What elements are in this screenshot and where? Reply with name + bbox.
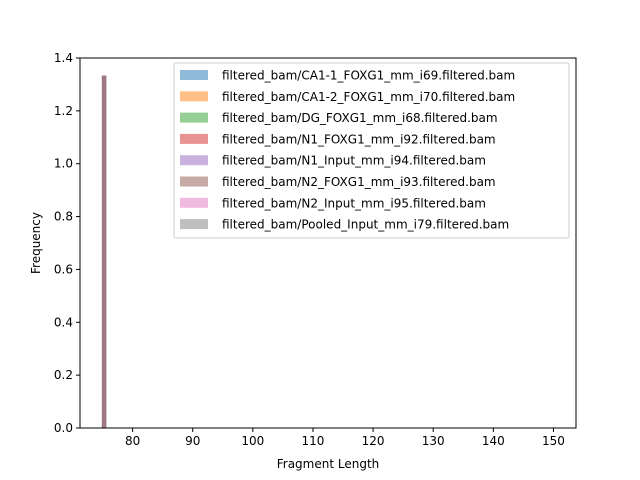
x-tick-label: 110: [302, 434, 325, 448]
y-tick-label: 0.2: [54, 368, 73, 382]
y-tick-label: 0.4: [54, 315, 73, 329]
x-axis-ticks: 80 90 100 110 120 130 140 150: [125, 428, 565, 448]
x-tick-label: 90: [185, 434, 200, 448]
histogram-bar: [101, 75, 107, 428]
legend-label: filtered_bam/Pooled_Input_mm_i79.filtere…: [222, 218, 509, 232]
legend-label: filtered_bam/CA1-2_FOXG1_mm_i70.filtered…: [222, 90, 515, 104]
legend-box: [173, 62, 570, 239]
y-tick-label: 1.2: [54, 104, 73, 118]
legend: filtered_bam/CA1-1_FOXG1_mm_i69.filtered…: [173, 62, 570, 239]
legend-label: filtered_bam/N1_Input_mm_i94.filtered.ba…: [222, 154, 486, 168]
legend-label: filtered_bam/N2_Input_mm_i95.filtered.ba…: [222, 196, 486, 210]
x-tick-label: 80: [125, 434, 140, 448]
x-tick-label: 120: [362, 434, 385, 448]
legend-label: filtered_bam/N1_FOXG1_mm_i92.filtered.ba…: [222, 132, 496, 146]
y-tick-label: 0.6: [54, 262, 73, 276]
plot-frame: [79, 57, 577, 429]
legend-label: filtered_bam/DG_FOXG1_mm_i68.filtered.ba…: [222, 111, 498, 125]
y-axis-label: Frequency: [29, 212, 43, 274]
legend-swatch: [180, 112, 208, 123]
x-tick-label: 150: [542, 434, 565, 448]
y-tick-label: 0.0: [54, 421, 73, 435]
y-tick-label: 1.0: [54, 157, 73, 171]
legend-swatch: [180, 176, 208, 187]
x-axis-label: Fragment Length: [277, 457, 380, 471]
y-axis-ticks: 0.0 0.2 0.4 0.6 0.8 1.0 1.2 1.4: [54, 51, 80, 435]
x-tick-label: 130: [422, 434, 445, 448]
x-tick-label: 140: [482, 434, 505, 448]
legend-swatch: [180, 219, 208, 230]
x-tick-label: 100: [241, 434, 264, 448]
legend-swatch: [180, 155, 208, 166]
legend-swatch: [180, 197, 208, 208]
legend-swatch: [180, 133, 208, 144]
histogram-bars: [101, 75, 107, 428]
y-tick-label: 1.4: [54, 51, 73, 65]
legend-swatch: [180, 91, 208, 102]
legend-label: filtered_bam/CA1-1_FOXG1_mm_i69.filtered…: [222, 69, 515, 83]
legend-swatch: [180, 70, 208, 80]
y-tick-label: 0.8: [54, 210, 73, 224]
legend-label: filtered_bam/N2_FOXG1_mm_i93.filtered.ba…: [222, 175, 496, 189]
